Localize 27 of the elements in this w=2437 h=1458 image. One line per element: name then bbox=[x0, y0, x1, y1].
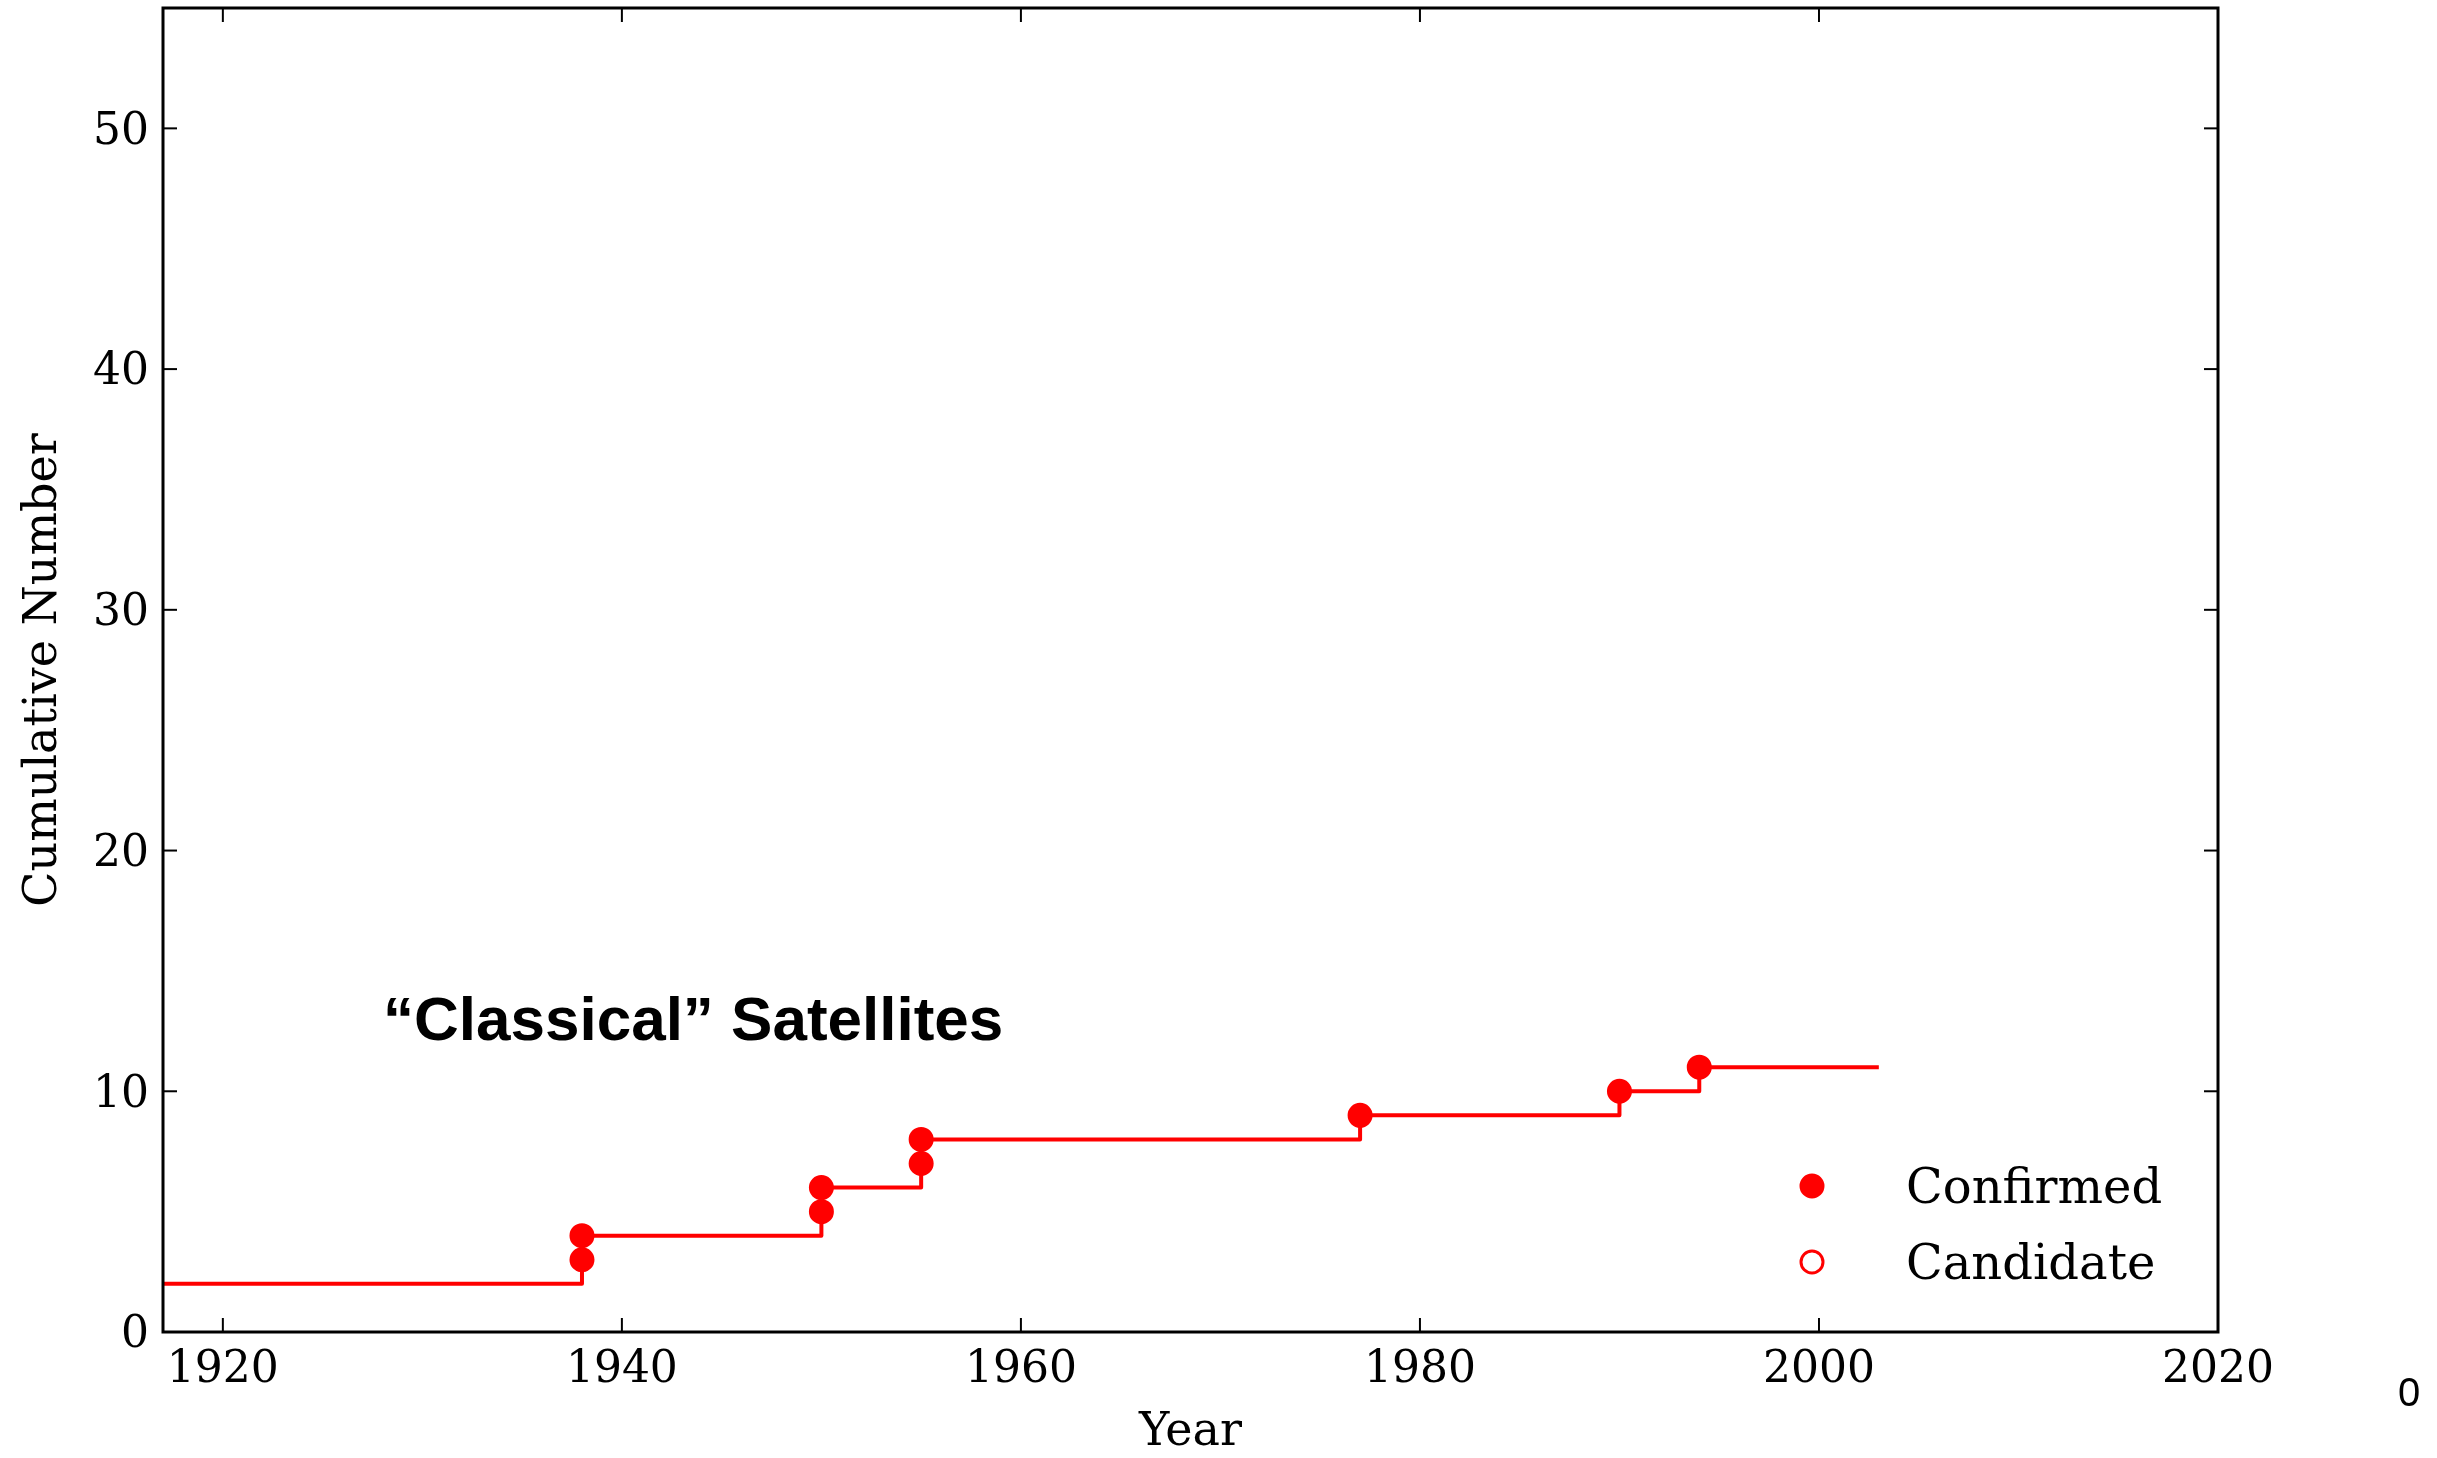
point bbox=[808, 1199, 834, 1225]
legend-label: Candidate bbox=[1906, 1233, 2156, 1290]
point bbox=[1347, 1102, 1373, 1128]
y-tick-label: 20 bbox=[93, 824, 149, 876]
y-tick-label: 30 bbox=[93, 584, 149, 636]
x-tick-label: 2020 bbox=[2162, 1341, 2274, 1392]
x-tick-label: 1920 bbox=[166, 1341, 279, 1392]
point bbox=[1686, 1054, 1712, 1080]
y-tick-label: 50 bbox=[93, 102, 149, 154]
point bbox=[569, 1223, 595, 1249]
x-axis-title: Year bbox=[1137, 1402, 1243, 1456]
y-axis-title: Cumulative Number bbox=[13, 433, 67, 907]
point bbox=[908, 1150, 934, 1176]
point bbox=[1606, 1078, 1632, 1104]
y-tick-label: 10 bbox=[93, 1065, 149, 1117]
x-tick-label: 2000 bbox=[1762, 1341, 1875, 1392]
point bbox=[908, 1126, 934, 1152]
point bbox=[808, 1175, 834, 1201]
x-tick-label: 1980 bbox=[1363, 1341, 1476, 1392]
text: 0 bbox=[2398, 1370, 2421, 1414]
annotation: “Classical” Satellites bbox=[383, 983, 1004, 1053]
point bbox=[569, 1247, 595, 1273]
x-tick-label: 1960 bbox=[964, 1341, 1077, 1392]
x-tick-label: 1940 bbox=[565, 1341, 678, 1392]
y-tick-label: 40 bbox=[93, 343, 149, 395]
y-tick-label: 0 bbox=[121, 1306, 149, 1358]
legend-label: Confirmed bbox=[1906, 1157, 2163, 1214]
